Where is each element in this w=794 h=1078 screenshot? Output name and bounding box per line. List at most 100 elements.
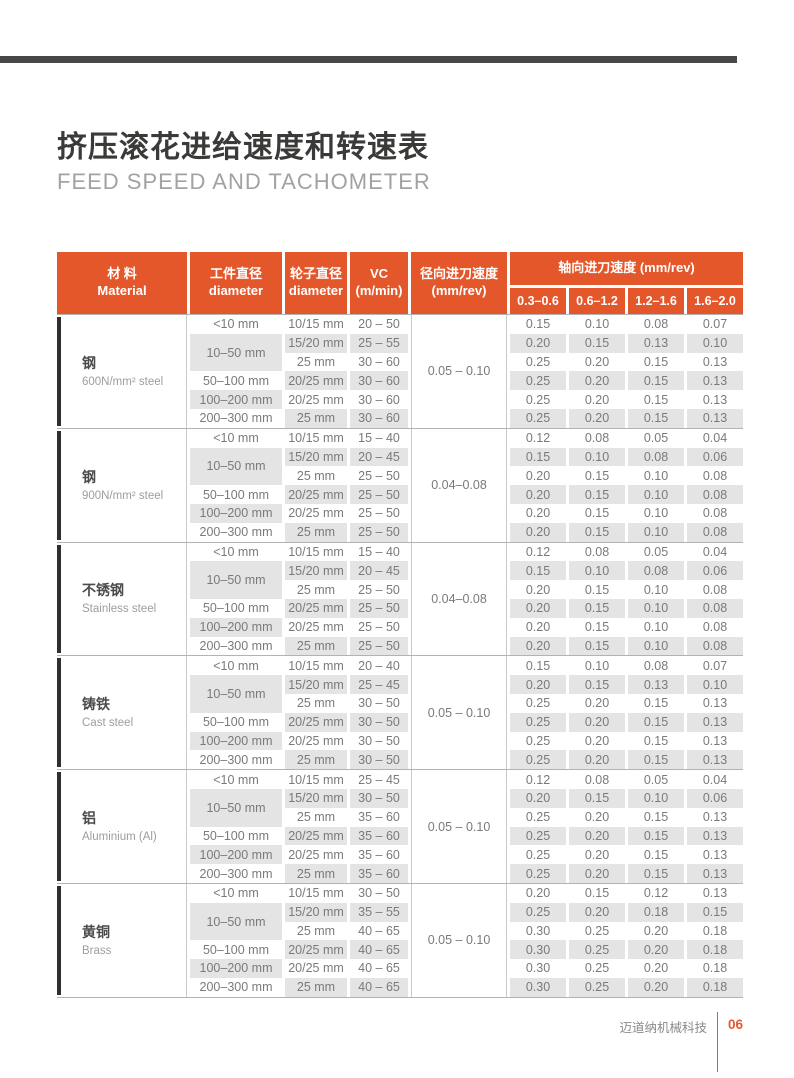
header-material-zh: 材 料 xyxy=(107,266,137,282)
vc-cell: 35 – 60 xyxy=(358,847,400,862)
axial-value-cell: 0.08 xyxy=(702,582,728,597)
axial-value-cell: 0.25 xyxy=(510,371,566,391)
wheel-diameter-cell: 20/25 mm xyxy=(285,826,347,846)
material-subtitle: Cast steel xyxy=(82,717,134,730)
vc-cell: 25 – 50 xyxy=(350,522,408,542)
material-name: 钢 xyxy=(82,468,96,485)
axial-value-cell: 0.25 xyxy=(525,733,551,748)
axial-value-cell: 0.25 xyxy=(584,923,610,938)
material-group: 铝 Aluminium (Al) 0.05 – 0.10 <10 mm 10/15 mm… xyxy=(57,769,743,883)
axial-value-cell: 0.13 xyxy=(702,696,728,711)
axial-value-cell: 0.20 xyxy=(584,733,610,748)
workpiece-diameter-cell: 100–200 mm xyxy=(190,731,282,751)
workpiece-diameter-cell: 50–100 mm xyxy=(202,715,269,730)
axial-value-cell: 0.15 xyxy=(643,810,669,825)
header-axial-feed: 轴向进刀速度 (mm/rev) xyxy=(510,252,743,285)
vc-cell: 30 – 60 xyxy=(358,354,400,369)
wheel-diameter-cell: 25 mm xyxy=(296,468,336,483)
vc-cell: 40 – 65 xyxy=(350,977,408,997)
axial-value-cell: 0.15 xyxy=(628,864,684,883)
wheel-diameter-cell: 25 mm xyxy=(285,864,347,883)
wheel-diameter-cell: 15/20 mm xyxy=(285,902,347,922)
axial-value-cell: 0.10 xyxy=(687,675,743,694)
axial-value-cell: 0.15 xyxy=(628,408,684,428)
axial-value-cell: 0.25 xyxy=(510,826,566,846)
workpiece-diameter-cell: <10 mm xyxy=(213,317,259,332)
material-name: 铝 xyxy=(82,809,96,826)
radial-feed-cell: 0.04–0.08 xyxy=(411,428,507,542)
workpiece-diameter-cell: 100–200 mm xyxy=(190,959,282,978)
workpiece-diameter-cell: 100–200 mm xyxy=(190,845,282,865)
header-axial-title: 轴向进刀速度 (mm/rev) xyxy=(558,260,695,276)
axial-value-cell: 0.13 xyxy=(687,371,743,391)
vc-cell: 30 – 60 xyxy=(350,408,408,428)
workpiece-diameter-cell: <10 mm xyxy=(213,886,259,901)
wheel-diameter-cell: 10/15 mm xyxy=(288,658,344,673)
axial-value-cell: 0.25 xyxy=(525,392,551,407)
axial-value-cell: 0.25 xyxy=(510,902,566,922)
material-group: 不锈钢 Stainless steel 0.04–0.08 <10 mm 10/15 m… xyxy=(57,541,743,656)
material-cell: 铸铁 Cast steel xyxy=(57,656,187,770)
material-cell: 不锈钢 Stainless steel xyxy=(57,542,187,656)
axial-value-cell: 0.15 xyxy=(584,468,610,483)
axial-value-cell: 0.10 xyxy=(687,333,743,353)
axial-value-cell: 0.10 xyxy=(643,620,669,635)
wheel-diameter-cell: 10/15 mm xyxy=(288,544,344,559)
header-vc: VC (m/min) xyxy=(350,252,408,314)
wheel-diameter-cell: 20/25 mm xyxy=(285,940,347,960)
axial-value-cell: 0.20 xyxy=(510,636,566,656)
axial-value-cell: 0.15 xyxy=(569,636,625,656)
axial-value-cell: 0.13 xyxy=(687,750,743,770)
vc-cell: 30 – 50 xyxy=(350,750,408,770)
wheel-diameter-cell: 20/25 mm xyxy=(285,712,347,732)
workpiece-diameter-cell: <10 mm xyxy=(213,772,259,787)
axial-value-cell: 0.08 xyxy=(687,522,743,542)
axial-value-cell: 0.20 xyxy=(525,620,551,635)
material-name: 铸铁 xyxy=(82,696,110,713)
radial-feed-cell: 0.04–0.08 xyxy=(411,542,507,656)
wheel-diameter-cell: 25 mm xyxy=(285,522,347,542)
axial-value-cell: 0.20 xyxy=(584,847,610,862)
axial-value-cell: 0.15 xyxy=(569,788,625,808)
vc-cell: 30 – 60 xyxy=(358,392,400,407)
wheel-diameter-cell: 20/25 mm xyxy=(288,733,344,748)
axial-value-cell: 0.25 xyxy=(510,864,566,883)
material-group: 钢 900N/mm² steel 0.04–0.08 <10 mm 10/15 mm 15… xyxy=(57,427,743,542)
title-block: 挤压滚花进给速度和转速表 FEED SPEED AND TACHOMETER xyxy=(57,130,431,194)
axial-value-cell: 0.07 xyxy=(702,658,728,673)
axial-value-cell: 0.15 xyxy=(643,733,669,748)
axial-value-cell: 0.15 xyxy=(569,485,625,504)
axial-value-cell: 0.20 xyxy=(643,923,669,938)
vc-cell: 20 – 50 xyxy=(358,317,400,332)
material-cell: 铝 Aluminium (Al) xyxy=(57,770,187,883)
workpiece-diameter-cell: <10 mm xyxy=(213,658,259,673)
vc-cell: 35 – 60 xyxy=(358,810,400,825)
wheel-diameter-cell: 25 mm xyxy=(285,408,347,428)
axial-value-cell: 0.04 xyxy=(702,431,728,446)
material-name: 不锈钢 xyxy=(82,582,124,599)
material-group: 钢 600N/mm² steel 0.05 – 0.10 <10 mm 10/15 mm… xyxy=(57,314,743,428)
workpiece-diameter-cell: 200–300 mm xyxy=(199,980,273,995)
vc-cell: 20 – 45 xyxy=(350,561,408,581)
axial-value-cell: 0.20 xyxy=(525,886,551,901)
axial-value-cell: 0.15 xyxy=(525,317,551,332)
footer-page-number: 06 xyxy=(727,1017,743,1032)
group-accent-bar xyxy=(57,658,61,768)
axial-value-cell: 0.12 xyxy=(643,886,669,901)
wheel-diameter-cell: 25 mm xyxy=(285,750,347,770)
axial-value-cell: 0.20 xyxy=(584,354,610,369)
radial-feed-cell: 0.05 – 0.10 xyxy=(411,315,507,428)
axial-value-cell: 0.25 xyxy=(510,750,566,770)
workpiece-diameter-cell: 50–100 mm xyxy=(202,942,269,957)
wheel-diameter-cell: 25 mm xyxy=(285,636,347,656)
header-workpiece-diameter: 工件直径 diameter xyxy=(190,252,282,314)
vc-cell: 20 – 40 xyxy=(358,658,400,673)
axial-value-cell: 0.13 xyxy=(702,886,728,901)
axial-value-cell: 0.20 xyxy=(510,788,566,808)
header-axial-range-4: 1.6–2.0 xyxy=(687,288,743,314)
axial-value-cell: 0.20 xyxy=(569,371,625,391)
workpiece-diameter-cell: 200–300 mm xyxy=(199,525,273,540)
axial-value-cell: 0.13 xyxy=(702,354,728,369)
table-body: 钢 600N/mm² steel 0.05 – 0.10 <10 mm 10/15 mm… xyxy=(57,314,743,998)
vc-cell: 15 – 40 xyxy=(358,544,400,559)
